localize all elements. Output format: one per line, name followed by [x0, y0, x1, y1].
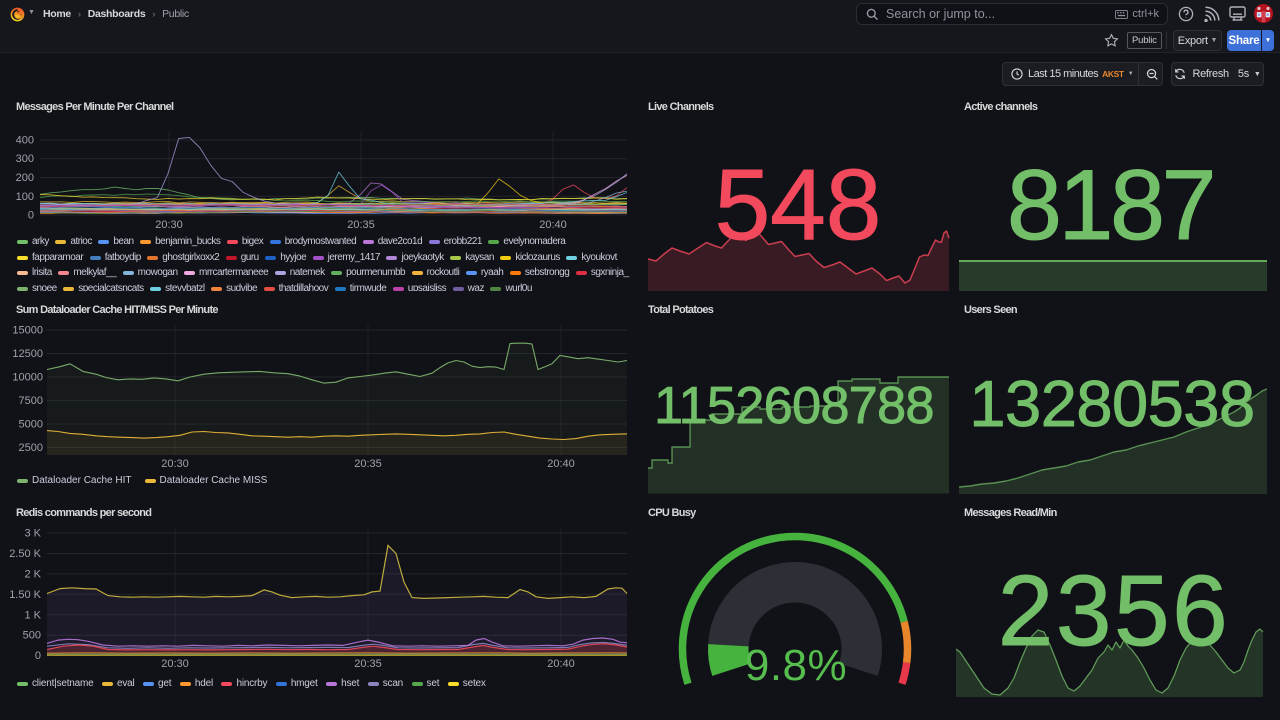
svg-text:20:40: 20:40 [547, 658, 575, 670]
svg-text:300: 300 [16, 153, 34, 165]
svg-text:20:30: 20:30 [161, 658, 189, 670]
svg-text:20:35: 20:35 [354, 458, 382, 470]
svg-text:20:30: 20:30 [155, 219, 183, 231]
svg-text:1.50 K: 1.50 K [9, 589, 41, 601]
svg-text:10000: 10000 [12, 372, 43, 384]
svg-text:500: 500 [23, 630, 41, 642]
svg-text:15000: 15000 [12, 325, 43, 337]
svg-text:2500: 2500 [19, 442, 43, 454]
svg-text:20:30: 20:30 [161, 458, 189, 470]
svg-text:100: 100 [16, 191, 34, 203]
svg-text:9.8%: 9.8% [745, 641, 847, 690]
svg-text:20:40: 20:40 [547, 458, 575, 470]
svg-text:0: 0 [28, 210, 34, 222]
svg-text:12500: 12500 [12, 348, 43, 360]
svg-text:20:35: 20:35 [354, 658, 382, 670]
svg-text:1 K: 1 K [24, 609, 41, 621]
svg-text:20:35: 20:35 [347, 219, 375, 231]
svg-text:200: 200 [16, 172, 34, 184]
svg-text:400: 400 [16, 135, 34, 147]
svg-text:20:40: 20:40 [539, 219, 567, 231]
svg-text:5000: 5000 [19, 419, 43, 431]
svg-text:7500: 7500 [19, 395, 43, 407]
svg-text:2 K: 2 K [24, 568, 41, 580]
svg-text:3 K: 3 K [24, 528, 41, 540]
svg-text:0: 0 [35, 650, 41, 662]
svg-text:2.50 K: 2.50 K [9, 548, 41, 560]
